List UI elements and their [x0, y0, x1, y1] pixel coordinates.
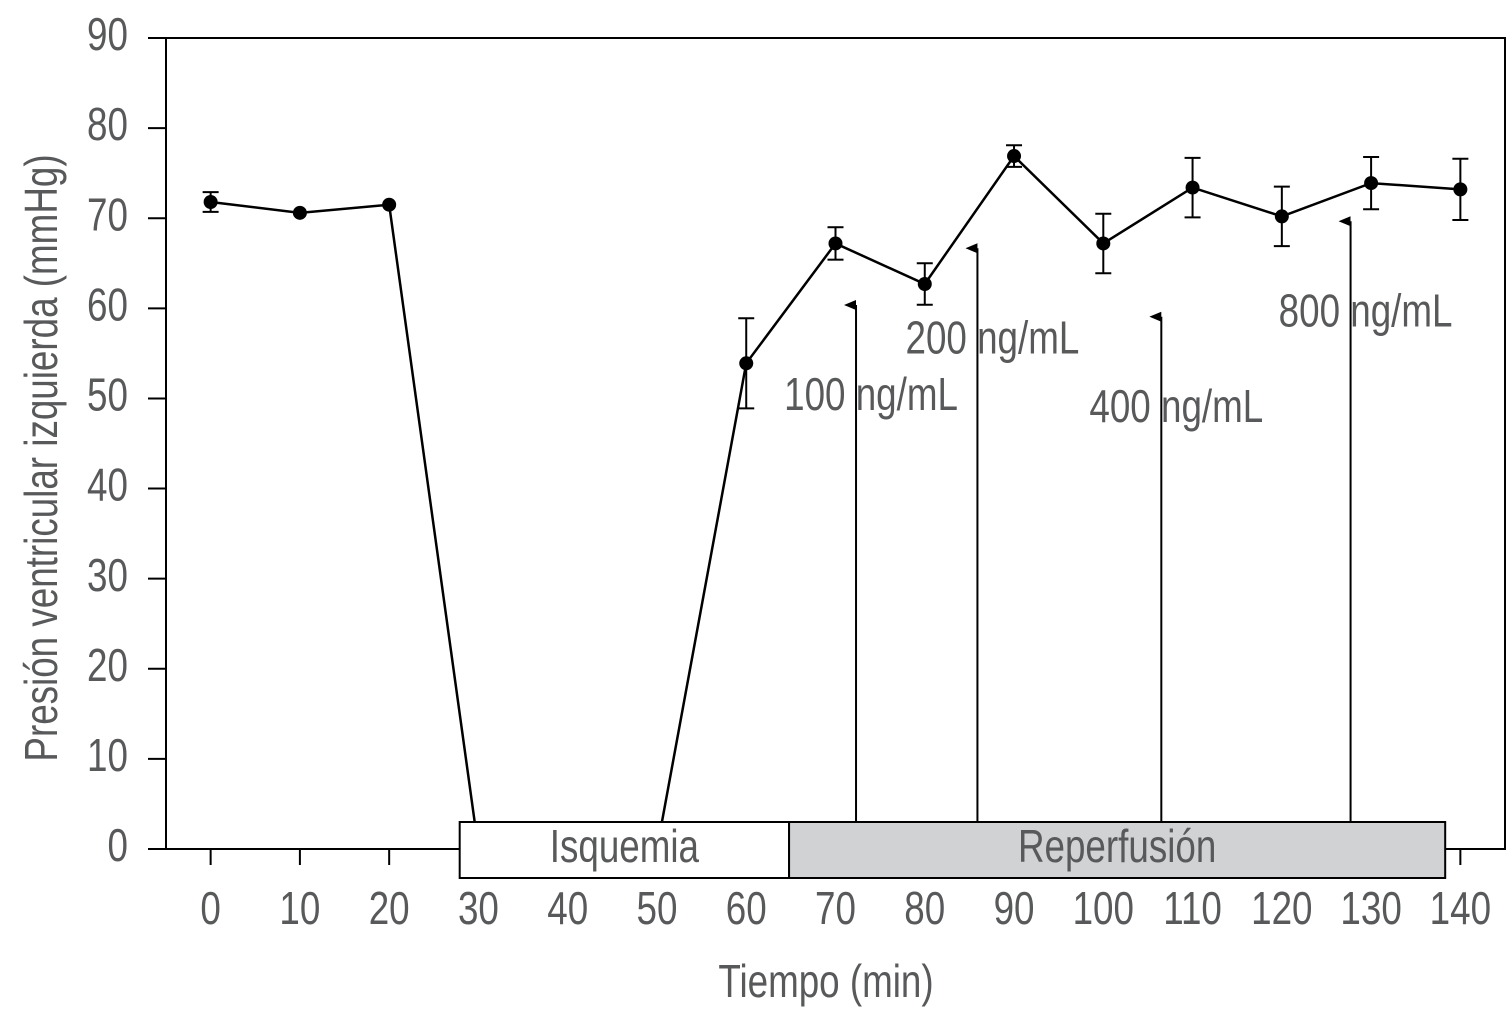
data-point	[1364, 176, 1379, 191]
y-tick-label: 50	[87, 369, 128, 421]
data-point	[1453, 182, 1468, 197]
x-tick-label: 100	[1073, 882, 1134, 934]
data-point	[203, 195, 218, 210]
x-tick-label: 30	[458, 882, 499, 934]
phase-box	[458, 821, 791, 879]
x-tick-label: 40	[547, 882, 588, 934]
x-tick-label: 0	[200, 882, 220, 934]
data-point	[1096, 236, 1111, 251]
x-tick-label: 60	[726, 882, 767, 934]
data-point	[1274, 209, 1289, 224]
x-tick-label: 130	[1340, 882, 1401, 934]
x-tick-label: 110	[1163, 882, 1222, 934]
x-tick-label: 20	[369, 882, 410, 934]
x-tick-label: 10	[279, 882, 320, 934]
y-tick-label: 80	[87, 98, 128, 150]
y-tick-label: 20	[87, 639, 128, 691]
x-tick-label: 120	[1251, 882, 1312, 934]
data-point	[1007, 149, 1022, 164]
x-tick-label: 90	[994, 882, 1035, 934]
y-tick-label: 10	[87, 729, 128, 781]
y-tick-label: 0	[108, 819, 128, 871]
annotation-label: 100 ng/mL	[784, 368, 958, 420]
phase-label: Isquemia	[550, 820, 700, 872]
x-axis-title: Tiempo (min)	[718, 955, 933, 1007]
data-point	[1185, 180, 1200, 195]
phase-label: Reperfusión	[1018, 820, 1216, 872]
y-axis-title: Presión ventricular izquierda (mmHg)	[15, 154, 67, 761]
y-tick-label: 70	[87, 188, 128, 240]
y-tick-label: 90	[87, 8, 128, 60]
y-tick-label: 60	[87, 279, 128, 331]
x-tick-label: 50	[637, 882, 678, 934]
x-tick-label: 70	[815, 882, 856, 934]
annotation-label: 800 ng/mL	[1279, 284, 1453, 336]
data-point	[382, 197, 397, 212]
annotation-label: 400 ng/mL	[1089, 380, 1263, 432]
phase-box	[788, 821, 1447, 879]
data-point	[828, 236, 843, 251]
plot-frame	[165, 37, 1506, 850]
x-tick-label: 140	[1430, 882, 1491, 934]
annotation-label: 200 ng/mL	[906, 311, 1080, 363]
data-point	[739, 356, 754, 371]
y-tick-label: 40	[87, 459, 128, 511]
x-tick-label: 80	[904, 882, 945, 934]
data-point	[917, 277, 932, 292]
y-tick-label: 30	[87, 549, 128, 601]
data-point	[292, 205, 307, 220]
